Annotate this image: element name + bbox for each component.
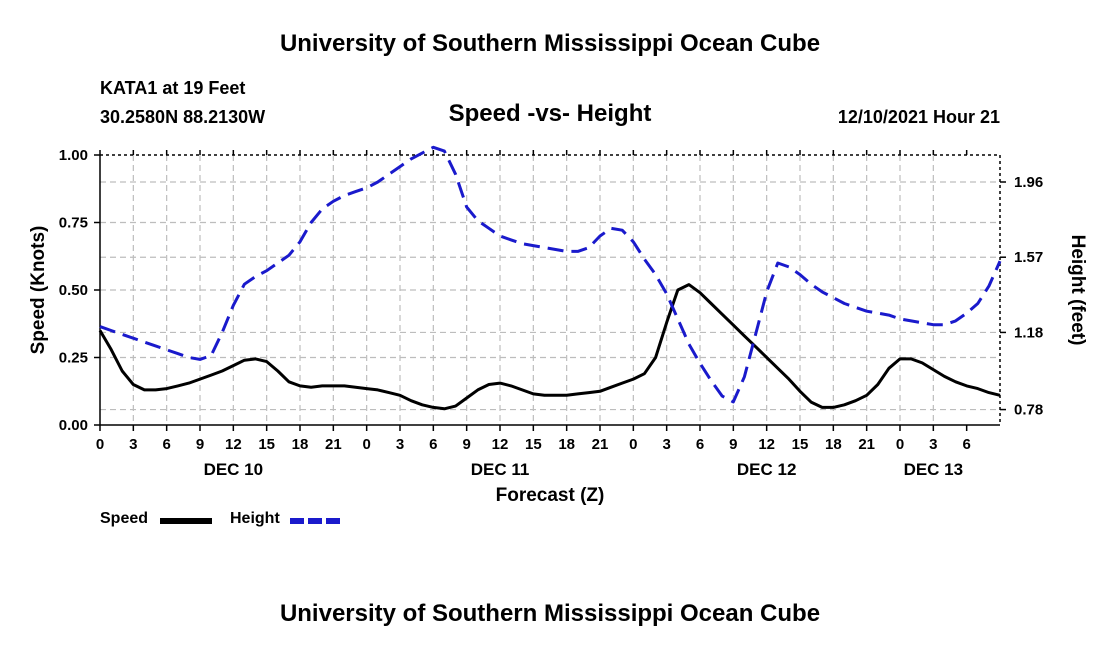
legend-speed-label: Speed	[100, 510, 149, 527]
y-left-axis-title: Speed (Knots)	[28, 226, 49, 355]
x-tick-label: 15	[258, 436, 275, 453]
x-tick-label: 21	[325, 436, 342, 453]
y-left-tick-label: 0.00	[59, 417, 88, 434]
y-right-tick-label: 1.18	[1014, 324, 1043, 341]
y-left-tick-label: 0.25	[59, 350, 88, 367]
x-tick-label: 6	[696, 436, 704, 453]
speed-series-line	[98, 283, 1001, 411]
y-right-tick-label: 1.96	[1014, 174, 1043, 191]
x-tick-label: 18	[292, 436, 309, 453]
x-tick-label: 18	[558, 436, 575, 453]
x-tick-label: 15	[525, 436, 542, 453]
footer-title: University of Southern Mississippi Ocean…	[279, 600, 821, 627]
x-tick-label: 3	[662, 436, 670, 453]
x-tick-label: 0	[96, 436, 104, 453]
x-tick-label: 21	[858, 436, 875, 453]
x-tick-label: 6	[429, 436, 437, 453]
legend-height-label: Height	[230, 510, 280, 527]
y-right-tick-label: 1.57	[1014, 249, 1043, 266]
station-coordinates: 30.2580N 88.2130W	[100, 107, 266, 127]
x-tick-label: 9	[729, 436, 737, 453]
legend-speed-swatch	[160, 518, 212, 524]
y-left-tick-label: 1.00	[59, 147, 88, 164]
x-tick-label: 0	[362, 436, 370, 453]
legend-height-swatch	[290, 518, 342, 524]
x-date-label: DEC 10	[204, 460, 264, 479]
forecast-datetime: 12/10/2021 Hour 21	[837, 107, 1000, 127]
y-left-tick-label: 0.50	[59, 282, 88, 299]
page-title: University of Southern Mississippi Ocean…	[279, 30, 821, 57]
y-right-axis-title: Height (feet)	[1067, 235, 1088, 346]
x-axis-title: Forecast (Z)	[496, 485, 605, 506]
x-tick-label: 9	[462, 436, 470, 453]
x-tick-label: 12	[492, 436, 509, 453]
y-right-tick-label: 0.78	[1014, 402, 1043, 419]
x-date-label: DEC 11	[471, 460, 530, 479]
x-tick-label: 6	[162, 436, 170, 453]
x-tick-label: 0	[629, 436, 637, 453]
x-tick-label: 21	[592, 436, 609, 453]
x-tick-label: 0	[896, 436, 904, 453]
x-date-label: DEC 13	[904, 460, 964, 479]
x-tick-label: 9	[196, 436, 204, 453]
x-tick-label: 15	[792, 436, 809, 453]
x-tick-label: 18	[825, 436, 842, 453]
chart-subtitle: Speed -vs- Height	[448, 100, 652, 127]
x-tick-label: 12	[225, 436, 242, 453]
x-tick-label: 3	[129, 436, 137, 453]
height-series-line	[99, 145, 1002, 404]
x-tick-label: 6	[962, 436, 970, 453]
x-tick-label: 3	[396, 436, 404, 453]
x-tick-label: 3	[929, 436, 937, 453]
x-tick-label: 12	[758, 436, 775, 453]
x-date-label: DEC 12	[737, 460, 797, 479]
station-label: KATA1 at 19 Feet	[100, 78, 246, 98]
y-left-tick-label: 0.75	[59, 215, 88, 232]
